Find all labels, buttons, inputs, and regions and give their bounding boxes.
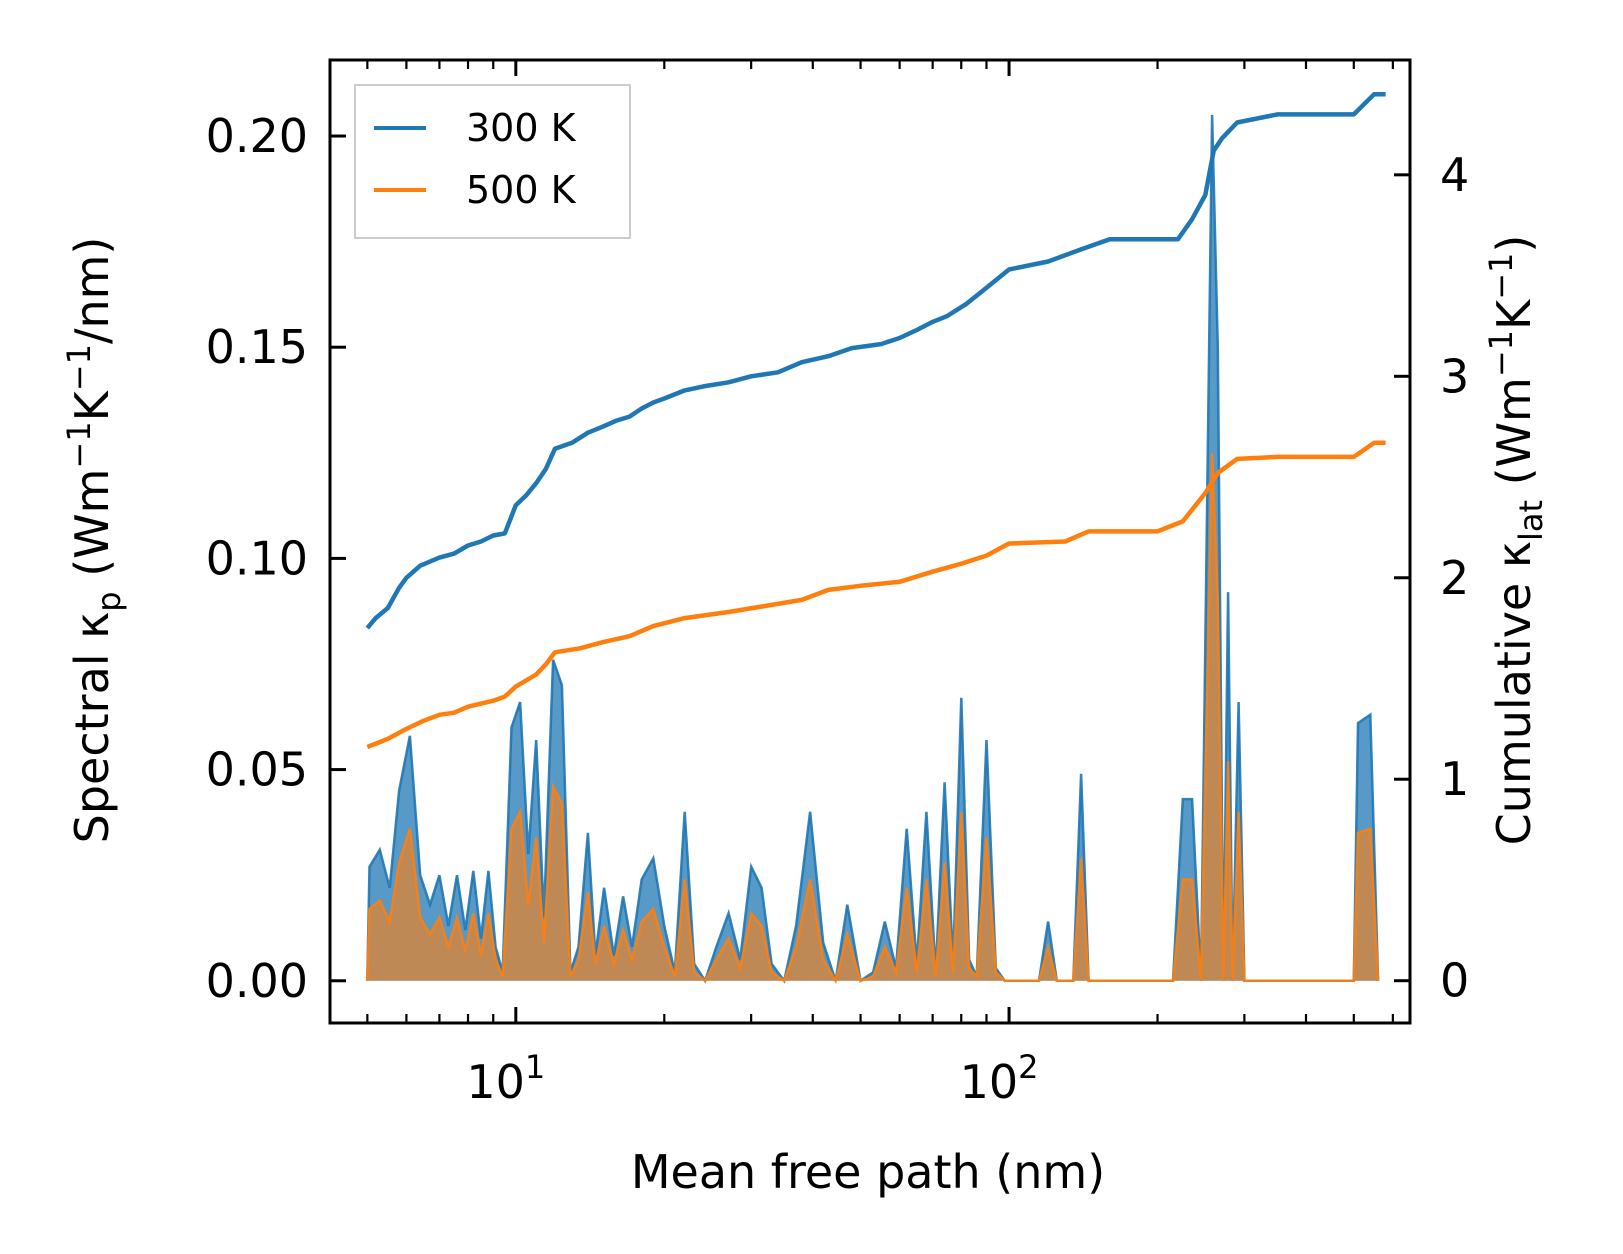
y-axis-left-label: Spectral κp (Wm−1K−1/nm) <box>60 237 128 844</box>
legend-label-500k: 500 K <box>466 168 577 212</box>
y-right-tick-label: 4 <box>1440 148 1469 202</box>
y-axis-right-label: Cumulative κlat (Wm−1K−1) <box>1482 235 1550 846</box>
y-right-tick-label: 2 <box>1440 551 1469 605</box>
y-left-label-units-post: /nm) <box>65 237 119 344</box>
y-right-label-mid: K <box>1487 298 1541 330</box>
y-left-tick-label: 0.05 <box>206 743 308 797</box>
y-right-label-main: Cumulative κ <box>1487 541 1541 845</box>
legend-box <box>354 84 631 239</box>
y-left-label-sup2: −1 <box>60 344 98 391</box>
x-axis-label: Mean free path (nm) <box>631 1145 1105 1199</box>
y-left-tick-label: 0.20 <box>206 109 308 163</box>
x-tick-label-base: 10 <box>466 1055 525 1109</box>
y-left-label-main: Spectral κ <box>65 612 119 844</box>
plot-frame <box>328 58 1412 1025</box>
cumulative-line-300-k <box>365 91 1386 630</box>
spectral-layer <box>366 114 1380 985</box>
y-right-tick-label: 3 <box>1440 349 1469 403</box>
legend-label-300k: 300 K <box>466 106 577 150</box>
y-left-label-sub: p <box>90 591 128 611</box>
spectral-line-500-k-spectral <box>366 452 1380 985</box>
y-left-label-units-pre: (Wm <box>65 469 119 592</box>
y-left-tick-label: 0.00 <box>206 954 308 1008</box>
y-right-tick-label: 0 <box>1440 954 1469 1008</box>
x-tick-label-exponent: 1 <box>525 1048 545 1086</box>
legend: 300 K 500 K <box>354 84 631 239</box>
y-right-label-units-pre: (Wm <box>1487 377 1541 500</box>
y-left-label-mid: K <box>65 389 119 421</box>
x-tick-label: 101 <box>466 1048 545 1109</box>
cumulative-layer <box>365 91 1386 750</box>
x-tick-label-base: 10 <box>960 1055 1019 1109</box>
y-left-label-sup1: −1 <box>60 421 98 468</box>
y-right-tick-label: 1 <box>1440 752 1469 806</box>
x-tick-label-exponent: 2 <box>1018 1048 1038 1086</box>
cumulative-line-500-k <box>366 440 1386 750</box>
y-right-label-sub: lat <box>1512 500 1550 541</box>
y-left-tick-label: 0.15 <box>206 320 308 374</box>
y-right-label-sup1: −1 <box>1482 330 1520 377</box>
x-tick-label: 102 <box>960 1048 1039 1109</box>
y-left-tick-label: 0.10 <box>206 531 308 585</box>
y-right-label-sup2: −1 <box>1482 253 1520 300</box>
y-right-label-units-post: ) <box>1487 235 1541 253</box>
